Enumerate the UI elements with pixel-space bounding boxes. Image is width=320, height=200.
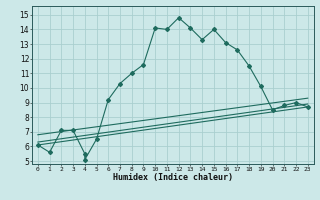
X-axis label: Humidex (Indice chaleur): Humidex (Indice chaleur) <box>113 173 233 182</box>
